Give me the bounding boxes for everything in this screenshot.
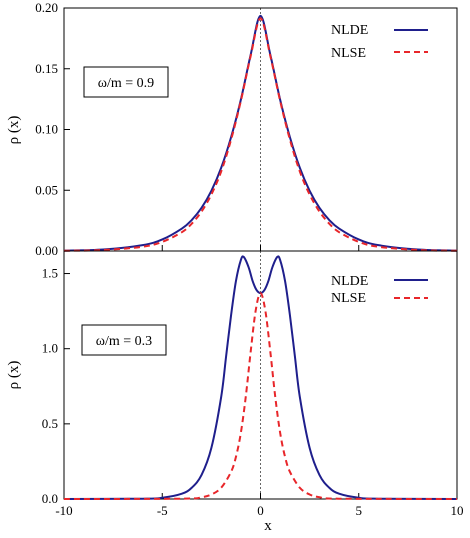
y-tick-label: 0.15 — [35, 61, 58, 76]
y-tick-label: 1.0 — [42, 341, 58, 356]
bottom-y-axis-label: ρ (x) — [6, 361, 22, 390]
x-tick-label: -5 — [157, 503, 168, 518]
top-legend-label-nlde: NLDE — [331, 23, 368, 38]
y-tick-label: 0.10 — [35, 122, 58, 137]
y-tick-label: 0.05 — [35, 182, 58, 197]
top-panel: 0.00 0.05 0.10 0.15 0.20 ρ (x) ω/m = 0.9 NLD… — [6, 0, 458, 258]
top-legend-label-nlse: NLSE — [331, 46, 366, 61]
x-axis-label: x — [264, 518, 272, 534]
bottom-annotation: ω/m = 0.3 — [96, 334, 152, 349]
top-annotation: ω/m = 0.9 — [98, 76, 154, 91]
bottom-ticks: 0.0 0.5 1.0 1.5 -10 -5 0 5 10 — [42, 251, 464, 518]
y-tick-label: 0.00 — [35, 243, 58, 258]
y-tick-label: 0.0 — [42, 491, 58, 506]
series-line-nlse — [63, 17, 458, 252]
bottom-legend: NLDE NLSE — [331, 274, 428, 306]
bottom-series — [63, 255, 458, 500]
y-tick-label: 0.5 — [42, 416, 58, 431]
top-y-axis-label: ρ (x) — [6, 116, 22, 145]
top-series — [63, 14, 458, 252]
bottom-legend-label-nlde: NLDE — [331, 274, 368, 289]
y-tick-label: 0.20 — [35, 0, 58, 15]
bottom-annotation-box — [81, 324, 167, 356]
x-tick-label: -10 — [55, 503, 72, 518]
bottom-legend-label-nlse: NLSE — [331, 291, 366, 306]
top-ticks: 0.00 0.05 0.10 0.15 0.20 — [35, 0, 458, 258]
x-tick-label: 0 — [257, 503, 264, 518]
top-annotation-box — [83, 66, 169, 98]
x-tick-label: 10 — [451, 503, 464, 518]
series-line-nlse — [63, 292, 458, 500]
y-tick-label: 1.5 — [42, 266, 58, 281]
top-legend: NLDE NLSE — [331, 23, 428, 61]
bottom-panel: 0.00.51.01.5-10 -5 0 5 10 ρ (x) x ω/m = 0.3 … — [6, 250, 464, 534]
series-line-nlde — [63, 14, 458, 252]
x-tick-label: 5 — [356, 503, 363, 518]
